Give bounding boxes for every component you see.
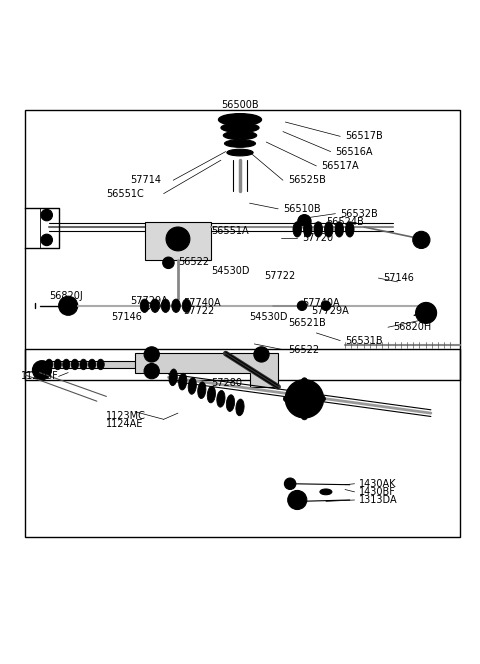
Ellipse shape (236, 399, 244, 416)
Circle shape (59, 296, 78, 315)
Text: 57722: 57722 (183, 305, 214, 315)
Ellipse shape (346, 222, 354, 237)
Circle shape (172, 233, 184, 244)
Text: 1123GF: 1123GF (21, 371, 58, 381)
Polygon shape (44, 361, 202, 368)
Ellipse shape (293, 222, 301, 237)
Text: 57714: 57714 (130, 175, 161, 185)
Ellipse shape (324, 222, 333, 237)
Circle shape (33, 361, 51, 380)
Ellipse shape (188, 378, 196, 394)
Text: 1124AE: 1124AE (107, 418, 144, 429)
Ellipse shape (198, 382, 206, 398)
Text: 56820J: 56820J (49, 291, 83, 301)
Circle shape (163, 257, 174, 268)
Circle shape (413, 231, 430, 248)
Ellipse shape (46, 359, 53, 370)
Circle shape (283, 396, 289, 402)
Text: 56510B: 56510B (283, 204, 321, 214)
Circle shape (166, 227, 190, 251)
Text: 56531B: 56531B (345, 335, 383, 345)
Circle shape (297, 301, 307, 311)
Text: 54530D: 54530D (211, 266, 250, 276)
Text: 1313DA: 1313DA (360, 495, 398, 505)
Circle shape (285, 380, 324, 418)
Circle shape (320, 396, 325, 402)
Text: 56524B: 56524B (326, 217, 364, 227)
Ellipse shape (63, 359, 70, 370)
Circle shape (416, 302, 437, 323)
Ellipse shape (169, 369, 177, 386)
Ellipse shape (80, 359, 87, 370)
Text: 1430BF: 1430BF (360, 487, 396, 497)
Circle shape (284, 478, 296, 489)
Ellipse shape (151, 299, 159, 313)
Text: 56551A: 56551A (211, 226, 249, 236)
Text: 1123MC: 1123MC (107, 410, 146, 420)
Circle shape (144, 363, 159, 378)
Text: 54530D: 54530D (250, 311, 288, 322)
Text: 57146: 57146 (111, 311, 142, 322)
Polygon shape (135, 353, 278, 387)
Text: 56551C: 56551C (107, 189, 144, 199)
Text: 57722: 57722 (264, 271, 295, 281)
Text: 57729A: 57729A (312, 305, 349, 315)
Text: 57146: 57146 (383, 273, 414, 283)
Circle shape (321, 301, 331, 311)
Ellipse shape (218, 114, 262, 125)
Ellipse shape (320, 489, 332, 495)
Ellipse shape (335, 222, 344, 237)
Ellipse shape (217, 390, 225, 407)
Circle shape (301, 414, 307, 420)
Circle shape (254, 347, 269, 362)
Ellipse shape (207, 386, 216, 403)
Ellipse shape (182, 299, 191, 313)
Circle shape (301, 378, 307, 384)
Ellipse shape (303, 222, 312, 237)
Ellipse shape (97, 359, 104, 370)
Ellipse shape (314, 222, 323, 237)
Ellipse shape (227, 395, 235, 412)
Ellipse shape (223, 131, 257, 139)
Text: 56525B: 56525B (288, 175, 325, 185)
Text: 57280: 57280 (211, 378, 242, 388)
Ellipse shape (172, 299, 180, 313)
Ellipse shape (161, 299, 170, 313)
Circle shape (298, 214, 311, 228)
Text: 56532B: 56532B (340, 208, 378, 218)
Text: 56522: 56522 (288, 345, 319, 355)
Circle shape (288, 491, 307, 509)
Ellipse shape (226, 116, 254, 124)
Polygon shape (144, 222, 211, 260)
Text: 56521B: 56521B (288, 319, 325, 329)
Text: 56820H: 56820H (393, 322, 431, 332)
Text: 57740A: 57740A (302, 298, 340, 308)
Text: 57720: 57720 (302, 233, 333, 243)
Text: 56516A: 56516A (336, 147, 373, 157)
Ellipse shape (225, 139, 255, 147)
Circle shape (41, 234, 52, 246)
Text: 57740A: 57740A (183, 298, 220, 308)
Text: 56517A: 56517A (321, 161, 359, 171)
Ellipse shape (227, 149, 253, 156)
Circle shape (300, 394, 309, 404)
Text: 56522: 56522 (178, 257, 209, 267)
Ellipse shape (88, 359, 96, 370)
Circle shape (41, 209, 52, 221)
Ellipse shape (140, 299, 149, 313)
Ellipse shape (221, 123, 259, 133)
Text: 56500B: 56500B (221, 100, 259, 110)
Ellipse shape (54, 359, 61, 370)
Text: 57729A: 57729A (130, 296, 168, 306)
Text: 1430AK: 1430AK (360, 479, 397, 489)
Ellipse shape (179, 373, 187, 390)
Ellipse shape (72, 359, 78, 370)
Circle shape (144, 347, 159, 362)
Circle shape (291, 385, 318, 412)
Text: 56517B: 56517B (345, 131, 383, 141)
